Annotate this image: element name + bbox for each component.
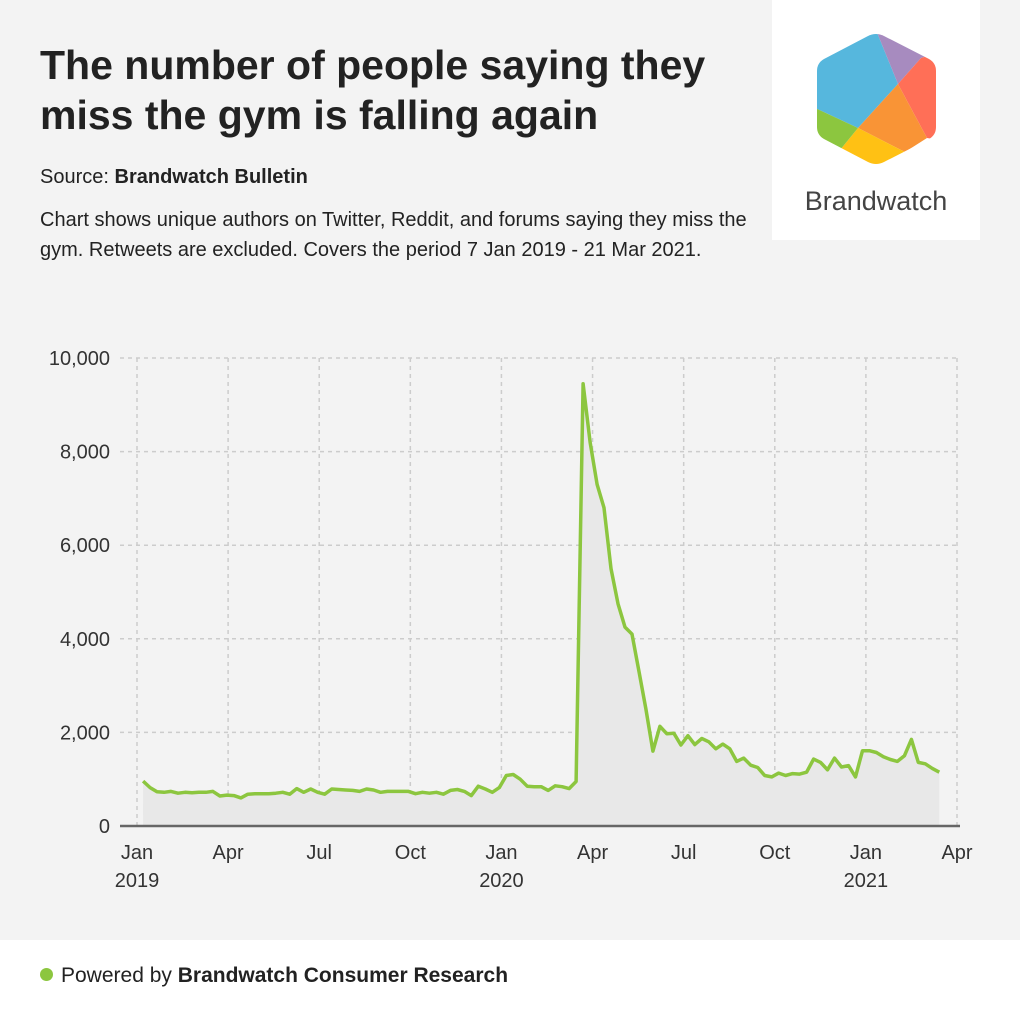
footer-text: Powered by Brandwatch Consumer Research [61, 964, 508, 988]
brandwatch-logo: Brandwatch [772, 0, 980, 240]
x-tick-label: Jul [671, 842, 697, 864]
y-tick-label: 8,000 [60, 442, 110, 464]
chart-description: Chart shows unique authors on Twitter, R… [40, 209, 747, 261]
y-tick-label: 4,000 [60, 629, 110, 651]
x-tick-label: Apr [577, 842, 608, 864]
source-line: Source: Brandwatch Bulletin [40, 166, 308, 189]
y-tick-label: 2,000 [60, 722, 110, 744]
area-fill [143, 383, 940, 826]
source-label: Source: [40, 166, 109, 188]
line-chart: 0 2,000 4,000 6,000 8,000 10,000 Jan 2019 Apr Jul… [49, 348, 973, 892]
x-tick-label: Oct [395, 842, 427, 864]
series-line [141, 381, 941, 800]
x-tick-label: Apr [941, 842, 972, 864]
chart-title: The number of people saying they miss th… [40, 42, 706, 138]
logo-text: Brandwatch [804, 186, 948, 216]
x-tick-label: Jan [485, 842, 517, 864]
x-tick-label: Jan [121, 842, 153, 864]
footer-prefix: Powered by [61, 964, 172, 987]
y-tick-label: 10,000 [49, 348, 110, 370]
source-name: Brandwatch Bulletin [114, 166, 308, 188]
y-tick-label: 0 [99, 816, 110, 838]
x-tick-year: 2021 [844, 870, 889, 892]
brand-dot-icon [40, 968, 53, 981]
x-tick-label: Jan [850, 842, 882, 864]
y-tick-label: 6,000 [60, 535, 110, 557]
footer: Powered by Brandwatch Consumer Research [0, 940, 1020, 1020]
x-tick-label: Apr [213, 842, 244, 864]
footer-brand: Brandwatch Consumer Research [177, 964, 509, 987]
x-tick-label: Jul [306, 842, 332, 864]
x-tick-year: 2019 [115, 870, 160, 892]
hexagon-logo-icon [817, 34, 936, 164]
x-tick-label: Oct [759, 842, 791, 864]
x-tick-year: 2020 [479, 870, 524, 892]
